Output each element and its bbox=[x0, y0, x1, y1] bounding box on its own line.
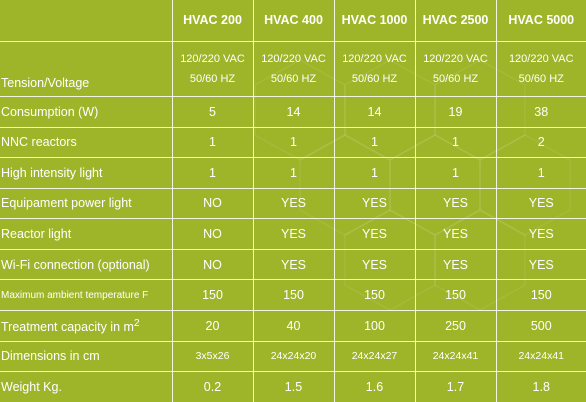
table-header-row: HVAC 200 HVAC 400 HVAC 1000 HVAC 2500 HV… bbox=[0, 0, 586, 42]
table-cell: 1.8 bbox=[532, 380, 550, 395]
table-cell: YES bbox=[415, 218, 497, 250]
table-cell: YES bbox=[253, 188, 335, 220]
table-cell: 150 bbox=[253, 279, 335, 312]
table-cell: NO bbox=[172, 188, 254, 220]
table-cell: 1 bbox=[172, 127, 254, 159]
table-cell: 150 bbox=[415, 279, 497, 312]
row-label: High intensity light bbox=[0, 157, 173, 189]
frequency-value: 50/60 HZ bbox=[189, 72, 236, 85]
row-label: Reactor light bbox=[0, 218, 173, 250]
table-cell: YES bbox=[415, 249, 497, 281]
table-cell: YES bbox=[253, 218, 335, 250]
tension-cell: 120/220 VAC 50/60 HZ bbox=[496, 41, 586, 97]
table-cell: 1 bbox=[334, 127, 416, 159]
row-label: Treatment capacity in m2 bbox=[0, 310, 173, 342]
table-cell: 24x24x27 bbox=[334, 341, 416, 373]
table-row-reactor-light: Reactor light NO YES YES YES YES bbox=[0, 218, 586, 250]
frequency-value: 50/60 HZ bbox=[518, 72, 564, 85]
voltage-value: 120/220 VAC bbox=[180, 52, 245, 65]
table-cell: 3x5x26 bbox=[172, 341, 254, 373]
table-row-weight: Weight Kg. 0.2 1.5 1.6 1.7 1.8 bbox=[0, 371, 586, 402]
table-cell: 250 bbox=[415, 310, 497, 342]
row-label: NNC reactors bbox=[0, 127, 173, 159]
table-row-dimensions: Dimensions in cm 3x5x26 24x24x20 24x24x2… bbox=[0, 341, 586, 373]
table-cell: 14 bbox=[253, 96, 335, 128]
table-cell: 1 bbox=[415, 157, 497, 189]
voltage-value: 120/220 VAC bbox=[423, 52, 488, 65]
table-cell: YES bbox=[496, 188, 586, 220]
table-cell: 1 bbox=[172, 157, 254, 189]
table-row-consumption: Consumption (W) 5 14 14 19 38 bbox=[0, 96, 586, 128]
row-label: Dimensions in cm bbox=[0, 341, 173, 373]
voltage-value: 120/220 VAC bbox=[261, 52, 326, 65]
model-header-hvac-400: HVAC 400 bbox=[253, 0, 335, 42]
table-cell: 24x24x20 bbox=[253, 341, 335, 373]
row-label: Wi-Fi connection (optional) bbox=[0, 249, 173, 281]
table-cell: 24x24x41 bbox=[415, 341, 497, 373]
model-header-hvac-2500: HVAC 2500 bbox=[415, 0, 497, 42]
table-cell: 14 bbox=[334, 96, 416, 128]
voltage-value: 120/220 VAC bbox=[508, 52, 574, 65]
table-cell: YES bbox=[334, 249, 416, 281]
table-cell: 1.5 bbox=[253, 371, 335, 402]
table-cell: 2 bbox=[496, 127, 586, 159]
table-cell: 150 bbox=[496, 279, 586, 312]
table-cell: 1 bbox=[415, 127, 497, 159]
table-cell: 20 bbox=[172, 310, 254, 342]
table-cell: 1 bbox=[253, 157, 335, 189]
table-cell: NO bbox=[172, 218, 254, 250]
table-row-treatment-capacity: Treatment capacity in m2 20 40 100 250 5… bbox=[0, 310, 586, 342]
table-cell: 38 bbox=[496, 96, 586, 128]
row-label: Equipament power light bbox=[0, 188, 173, 220]
row-label: Weight Kg. bbox=[0, 371, 173, 402]
table-cell: 150 bbox=[334, 279, 416, 312]
table-row-equipment-power-light: Equipament power light NO YES YES YES YE… bbox=[0, 188, 586, 220]
frequency-value: 50/60 HZ bbox=[270, 72, 317, 85]
row-label: Tension/Voltage bbox=[0, 41, 173, 97]
table-cell: YES bbox=[334, 218, 416, 250]
table-cell: 1 bbox=[253, 127, 335, 159]
table-cell: 24x24x41 bbox=[496, 341, 586, 373]
table-cell: 500 bbox=[496, 310, 586, 342]
voltage-value: 120/220 VAC bbox=[342, 52, 407, 65]
table-cell: 1 bbox=[496, 157, 586, 189]
table-row-high-intensity-light: High intensity light 1 1 1 1 1 bbox=[0, 157, 586, 189]
model-header-hvac-5000: HVAC 5000 bbox=[496, 0, 586, 42]
table-cell: 1.6 bbox=[334, 371, 416, 402]
model-header-hvac-1000: HVAC 1000 bbox=[334, 0, 416, 42]
model-header-hvac-200: HVAC 200 bbox=[172, 0, 254, 42]
table-cell: 1.7 bbox=[415, 371, 497, 402]
table-cell: YES bbox=[415, 188, 497, 220]
tension-cell: 120/220 VAC 50/60 HZ bbox=[172, 41, 254, 97]
table-cell: YES bbox=[253, 249, 335, 281]
table-row-nnc-reactors: NNC reactors 1 1 1 1 2 bbox=[0, 127, 586, 159]
table-cell: YES bbox=[334, 188, 416, 220]
tension-cell: 120/220 VAC 50/60 HZ bbox=[334, 41, 416, 97]
table-cell: NO bbox=[172, 249, 254, 281]
table-cell: 40 bbox=[253, 310, 335, 342]
frequency-value: 50/60 HZ bbox=[432, 72, 479, 85]
table-cell: 100 bbox=[334, 310, 416, 342]
table-row-wifi-connection: Wi-Fi connection (optional) NO YES YES Y… bbox=[0, 249, 586, 281]
row-label: Maximum ambient temperature F bbox=[0, 279, 173, 312]
row-label: Consumption (W) bbox=[0, 96, 173, 128]
frequency-value: 50/60 HZ bbox=[351, 72, 398, 85]
table-row-tension: Tension/Voltage 120/220 VAC 50/60 HZ 120/… bbox=[0, 41, 586, 97]
superscript-exponent: 2 bbox=[133, 317, 140, 329]
table-cell: YES bbox=[496, 249, 586, 281]
table-cell: 19 bbox=[415, 96, 497, 128]
row-label-text: Treatment capacity in m bbox=[1, 319, 134, 334]
tension-cell: 120/220 VAC 50/60 HZ bbox=[415, 41, 497, 97]
table-cell: YES bbox=[496, 218, 586, 250]
tension-cell: 120/220 VAC 50/60 HZ bbox=[253, 41, 335, 97]
table-cell: 0.2 bbox=[172, 371, 254, 402]
table-cell: 1 bbox=[334, 157, 416, 189]
table-cell: 5 bbox=[172, 96, 254, 128]
header-empty-cell bbox=[0, 0, 173, 42]
table-row-max-ambient-temperature: Maximum ambient temperature F 150 150 15… bbox=[0, 279, 586, 312]
table-cell: 150 bbox=[172, 279, 254, 312]
